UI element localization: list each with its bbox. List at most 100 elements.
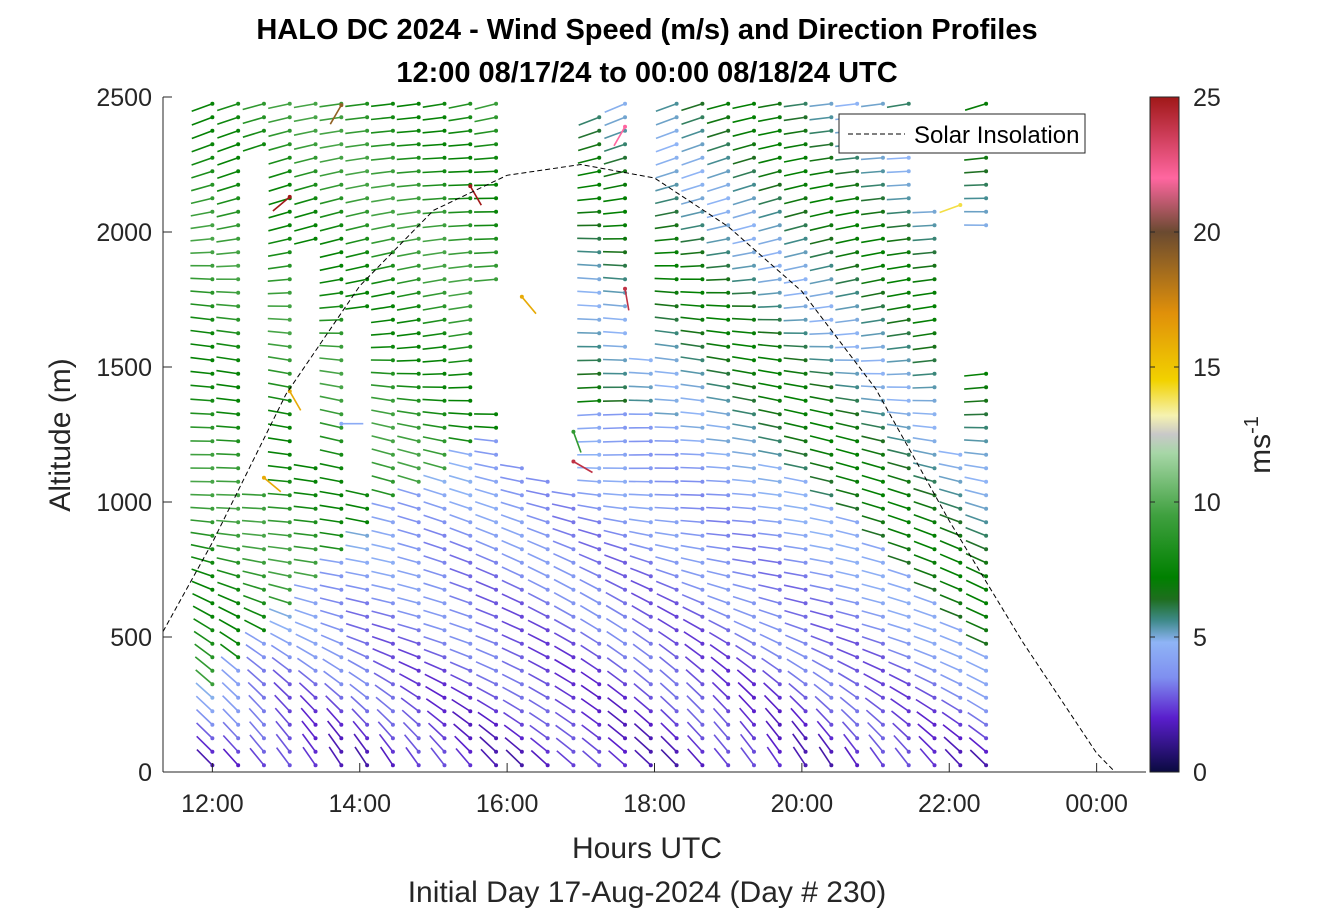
- wind-barb-point: [210, 682, 215, 687]
- wind-barb-point: [623, 452, 628, 457]
- wind-barb-shaft: [222, 734, 239, 753]
- wind-barb-point: [519, 479, 524, 484]
- wind-barb-point: [287, 452, 292, 457]
- wind-barb-point: [416, 601, 421, 606]
- wind-barb-shaft: [761, 657, 781, 672]
- wind-barb-shaft: [449, 581, 471, 591]
- wind-barb-point: [261, 493, 266, 498]
- wind-barb-shaft: [319, 382, 342, 389]
- wind-barb-point: [829, 452, 834, 457]
- wind-barb-point: [726, 290, 731, 295]
- wind-barb-point: [390, 547, 395, 552]
- wind-barb-shaft: [422, 345, 445, 350]
- wind-barb-point: [623, 124, 628, 129]
- wind-barb-point: [726, 641, 731, 646]
- wind-barb-point: [468, 655, 473, 660]
- wind-barb-shaft: [352, 720, 368, 739]
- wind-barb-point: [339, 722, 344, 727]
- wind-barb-shaft: [371, 529, 394, 537]
- wind-barb-point: [365, 533, 370, 538]
- wind-barb-shaft: [449, 500, 471, 510]
- wind-barb-shaft: [577, 318, 600, 321]
- wind-barb-shaft: [634, 749, 652, 766]
- wind-barb-point: [829, 196, 834, 201]
- wind-barb-point: [726, 533, 731, 538]
- wind-barb-point: [261, 736, 266, 741]
- wind-barb-point: [751, 398, 756, 403]
- wind-barb-shaft: [295, 633, 316, 645]
- wind-barb-point: [210, 115, 215, 120]
- wind-barb-point: [751, 142, 756, 147]
- wind-barb-point: [726, 506, 731, 511]
- wind-barb-point: [803, 196, 808, 201]
- wind-barb-shaft: [783, 344, 806, 348]
- wind-barb-point: [855, 155, 860, 160]
- wind-barb-shaft: [581, 737, 600, 753]
- wind-barb-shaft: [605, 591, 626, 604]
- wind-barb-shaft: [345, 544, 368, 551]
- wind-barb-shaft: [345, 530, 368, 537]
- wind-barb-shaft: [758, 237, 780, 245]
- wind-barb-shaft: [319, 490, 342, 497]
- wind-barb-point: [390, 587, 395, 592]
- wind-barb-shaft: [449, 527, 471, 537]
- wind-barb-shaft: [681, 156, 703, 166]
- wind-barb-point: [468, 560, 473, 565]
- wind-barb-shaft: [654, 543, 677, 551]
- wind-barb-shaft: [371, 635, 394, 645]
- wind-barb-point: [700, 196, 705, 201]
- wind-barb-shaft: [912, 424, 935, 429]
- wind-barb-point: [623, 533, 628, 538]
- wind-barb-shaft: [655, 102, 677, 113]
- wind-barb-point: [442, 169, 447, 174]
- wind-barb-shaft: [603, 505, 626, 510]
- wind-barb-shaft: [268, 595, 290, 605]
- wind-barb-point: [700, 641, 705, 646]
- wind-barb-shaft: [247, 681, 265, 699]
- wind-barb-shaft: [379, 746, 394, 766]
- wind-barb-point: [339, 412, 344, 417]
- wind-barb-point: [777, 371, 782, 376]
- wind-barb-shaft: [297, 669, 317, 685]
- wind-barb-point: [906, 506, 911, 511]
- wind-barb-point: [777, 344, 782, 349]
- wind-barb-shaft: [267, 506, 290, 510]
- wind-barb-shaft: [399, 673, 420, 685]
- wind-barb-shaft: [246, 669, 265, 685]
- wind-barb-point: [674, 439, 679, 444]
- wind-barb-shaft: [732, 409, 755, 416]
- wind-barb-shaft: [886, 359, 909, 363]
- wind-barb-shaft: [784, 597, 806, 605]
- wind-barb-point: [726, 101, 731, 106]
- wind-barb-point: [751, 250, 756, 255]
- wind-barb-point: [906, 250, 911, 255]
- wind-barb-point: [416, 169, 421, 174]
- wind-barb-point: [416, 614, 421, 619]
- wind-barb-point: [623, 601, 628, 606]
- wind-barb-shaft: [732, 478, 755, 483]
- wind-barb-shaft: [577, 399, 600, 403]
- wind-barb-point: [494, 560, 499, 565]
- wind-barb-shaft: [757, 545, 780, 551]
- wind-barb-shaft: [654, 356, 677, 362]
- wind-barb-point: [468, 209, 473, 214]
- wind-barb-point: [416, 425, 421, 430]
- wind-barb-shaft: [913, 648, 935, 658]
- wind-barb-point: [236, 736, 241, 741]
- wind-barb-point: [777, 533, 782, 538]
- wind-barb-shaft: [835, 584, 858, 591]
- wind-barb-shaft: [965, 633, 987, 645]
- wind-barb-point: [365, 250, 370, 255]
- wind-barb-point: [829, 128, 834, 133]
- wind-barb-point: [906, 641, 911, 646]
- wind-barb-point: [545, 601, 550, 606]
- wind-barb-point: [648, 412, 653, 417]
- wind-barb-point: [494, 587, 499, 592]
- wind-barb-shaft: [835, 435, 858, 443]
- wind-barb-point: [932, 250, 937, 255]
- wind-barb-shaft: [809, 489, 832, 497]
- wind-barb-shaft: [267, 409, 290, 416]
- wind-barb-shaft: [222, 695, 239, 712]
- wind-barb-shaft: [938, 488, 961, 497]
- wind-barb-point: [442, 290, 447, 295]
